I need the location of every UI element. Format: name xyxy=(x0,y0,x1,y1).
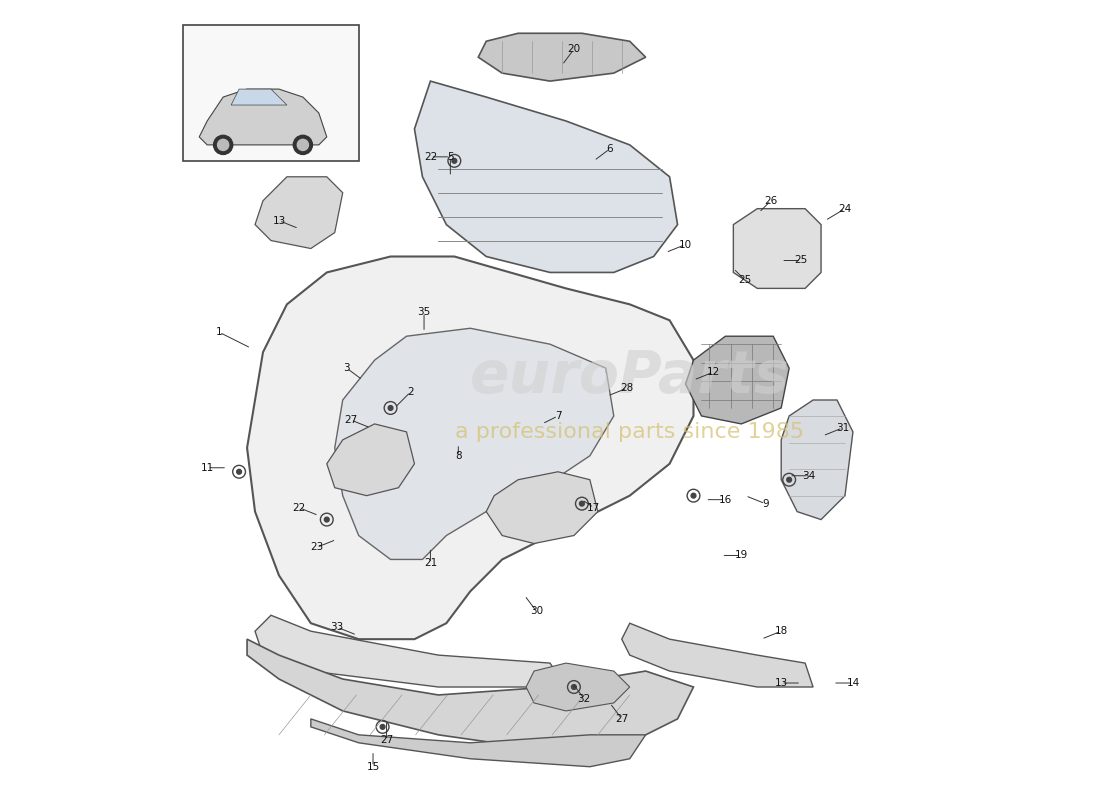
Text: 35: 35 xyxy=(417,307,431,318)
Circle shape xyxy=(297,139,308,150)
Text: 18: 18 xyxy=(774,626,788,636)
Text: 5: 5 xyxy=(447,152,453,162)
Text: 12: 12 xyxy=(707,367,721,377)
Text: 26: 26 xyxy=(764,196,778,206)
Circle shape xyxy=(580,502,584,506)
Text: 19: 19 xyxy=(735,550,748,561)
Text: 1: 1 xyxy=(216,327,222,338)
Text: 7: 7 xyxy=(554,411,561,421)
Text: 22: 22 xyxy=(293,502,306,513)
Polygon shape xyxy=(255,177,343,249)
Text: 11: 11 xyxy=(200,462,213,473)
Circle shape xyxy=(213,135,233,154)
Circle shape xyxy=(218,139,229,150)
Circle shape xyxy=(388,406,393,410)
Text: 13: 13 xyxy=(774,678,788,688)
Circle shape xyxy=(572,685,576,690)
Text: 33: 33 xyxy=(330,622,344,632)
Circle shape xyxy=(452,158,456,163)
Text: 28: 28 xyxy=(620,383,634,393)
Polygon shape xyxy=(486,472,597,543)
Text: 14: 14 xyxy=(846,678,859,688)
Polygon shape xyxy=(781,400,852,519)
Circle shape xyxy=(294,135,312,154)
Polygon shape xyxy=(621,623,813,687)
Text: 22: 22 xyxy=(424,152,437,162)
Circle shape xyxy=(236,470,242,474)
Polygon shape xyxy=(311,719,646,766)
Text: 21: 21 xyxy=(424,558,437,569)
Text: 32: 32 xyxy=(578,694,591,704)
Text: 13: 13 xyxy=(273,216,286,226)
Polygon shape xyxy=(526,663,629,711)
Text: 6: 6 xyxy=(606,144,613,154)
Text: 20: 20 xyxy=(568,44,581,54)
Text: 3: 3 xyxy=(343,363,350,373)
Text: 31: 31 xyxy=(836,423,849,433)
Polygon shape xyxy=(255,615,565,687)
Text: 23: 23 xyxy=(310,542,323,553)
Text: a professional parts since 1985: a professional parts since 1985 xyxy=(455,422,804,442)
Polygon shape xyxy=(248,639,693,750)
Text: 10: 10 xyxy=(679,239,692,250)
Polygon shape xyxy=(199,89,327,145)
Text: 27: 27 xyxy=(344,415,358,425)
Circle shape xyxy=(381,725,385,730)
Text: 27: 27 xyxy=(379,735,393,746)
Text: 25: 25 xyxy=(794,255,807,266)
Text: 16: 16 xyxy=(718,494,732,505)
Text: 8: 8 xyxy=(455,451,462,461)
Bar xyxy=(184,26,359,161)
Text: 17: 17 xyxy=(587,502,601,513)
Polygon shape xyxy=(734,209,821,288)
Polygon shape xyxy=(685,336,789,424)
Polygon shape xyxy=(248,257,693,639)
Circle shape xyxy=(324,517,329,522)
Text: 25: 25 xyxy=(739,275,752,286)
Circle shape xyxy=(691,494,696,498)
Polygon shape xyxy=(231,89,287,105)
Text: 27: 27 xyxy=(615,714,628,724)
Polygon shape xyxy=(327,424,415,496)
Polygon shape xyxy=(334,328,614,559)
Text: 2: 2 xyxy=(407,387,414,397)
Text: euroParts: euroParts xyxy=(470,347,790,405)
Text: 15: 15 xyxy=(366,762,379,772)
Text: 30: 30 xyxy=(530,606,543,616)
Polygon shape xyxy=(415,81,678,273)
Polygon shape xyxy=(478,34,646,81)
Text: 24: 24 xyxy=(838,204,851,214)
Text: 34: 34 xyxy=(803,470,816,481)
Text: 9: 9 xyxy=(762,498,769,509)
Circle shape xyxy=(786,478,792,482)
